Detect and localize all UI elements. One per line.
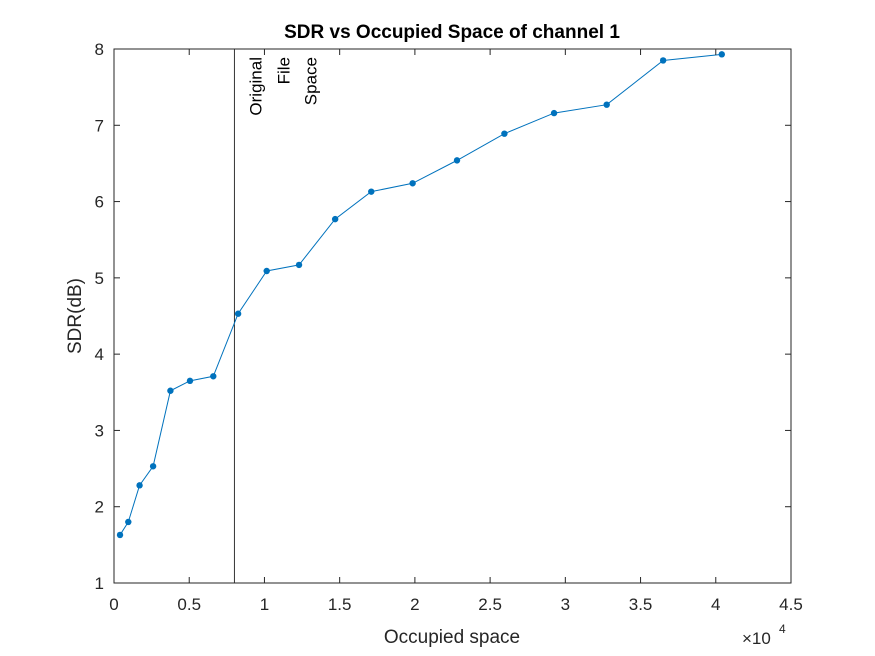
data-point — [167, 387, 174, 394]
data-point — [136, 482, 143, 489]
x-tick-label: 2 — [410, 595, 419, 614]
x-axis-label: Occupied space — [384, 627, 520, 648]
series-group — [116, 51, 725, 539]
x-tick-label: 2.5 — [478, 595, 502, 614]
x-exponent: ×10 4 — [742, 622, 786, 648]
data-point — [368, 188, 375, 195]
y-axis-label: SDR(dB) — [65, 278, 86, 354]
data-point — [116, 531, 124, 539]
data-point — [501, 130, 508, 137]
plot-background — [114, 49, 791, 583]
y-tick-label: 5 — [95, 269, 104, 288]
reference-line-label: Space — [301, 57, 320, 105]
x-exponent-power: 4 — [779, 622, 786, 636]
y-tick-label: 2 — [95, 498, 104, 517]
data-point — [603, 101, 610, 108]
y-tick-label: 6 — [95, 193, 104, 212]
reference-line-label: Original — [246, 57, 265, 116]
x-tick-label: 1.5 — [328, 595, 352, 614]
data-point — [453, 157, 461, 164]
plot-frame — [113, 48, 792, 584]
y-tick-label: 1 — [95, 574, 104, 593]
x-axis: 0 0.5 1 1.5 2 2.5 3 3.5 4 4.5 — [109, 49, 803, 614]
chart-title: SDR vs Occupied Space of channel 1 — [284, 22, 620, 43]
data-point — [550, 109, 558, 117]
x-tick-label: 3 — [561, 595, 570, 614]
data-point — [718, 51, 725, 58]
y-tick-label: 3 — [95, 421, 104, 440]
y-tick-label: 8 — [95, 40, 104, 59]
y-tick-label: 4 — [95, 345, 104, 364]
x-tick-label: 4.5 — [779, 595, 803, 614]
x-tick-label: 0.5 — [177, 595, 201, 614]
data-point — [210, 373, 217, 380]
x-tick-label: 0 — [109, 595, 118, 614]
y-tick-label: 7 — [95, 116, 104, 135]
data-point — [331, 215, 339, 223]
data-point — [409, 180, 416, 187]
data-point — [295, 261, 303, 269]
data-point — [263, 267, 270, 275]
reference-line-label: File — [274, 57, 293, 84]
data-point — [234, 310, 242, 317]
reference-line-group: Original File Space — [233, 49, 320, 583]
x-tick-label: 3.5 — [629, 595, 653, 614]
data-point — [149, 463, 157, 470]
x-tick-label: 1 — [260, 595, 269, 614]
x-tick-label: 4 — [711, 595, 720, 614]
y-axis: 1 2 3 4 5 6 7 8 — [95, 40, 791, 593]
x-exponent-base: ×10 — [742, 629, 771, 648]
data-point — [186, 377, 194, 385]
data-point — [125, 518, 132, 526]
data-point — [659, 57, 667, 64]
